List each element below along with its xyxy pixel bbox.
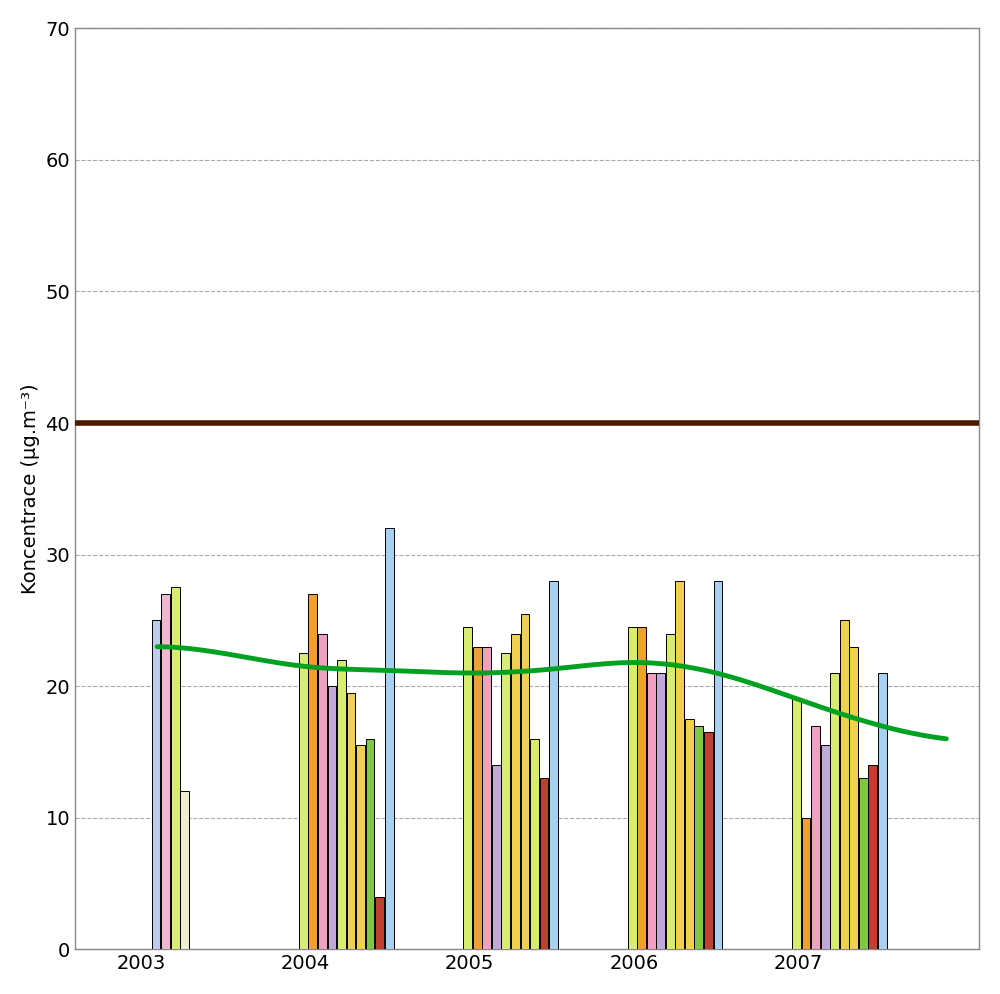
Bar: [347, 693, 355, 949]
Bar: [694, 726, 703, 949]
Bar: [647, 673, 656, 949]
Bar: [840, 620, 849, 949]
Bar: [521, 614, 529, 949]
Bar: [299, 653, 308, 949]
Bar: [356, 746, 365, 949]
Bar: [704, 733, 713, 949]
Bar: [868, 765, 877, 949]
Bar: [161, 594, 170, 949]
Bar: [656, 673, 665, 949]
Bar: [792, 700, 801, 949]
Bar: [492, 765, 501, 949]
Bar: [859, 778, 868, 949]
Bar: [473, 647, 482, 949]
Bar: [540, 778, 548, 949]
Bar: [714, 580, 722, 949]
Bar: [675, 580, 684, 949]
Bar: [802, 818, 810, 949]
Bar: [530, 739, 539, 949]
Bar: [666, 633, 675, 949]
Bar: [171, 587, 180, 949]
Bar: [482, 647, 491, 949]
Bar: [366, 739, 374, 949]
Bar: [152, 620, 160, 949]
Bar: [549, 580, 558, 949]
Bar: [830, 673, 839, 949]
Bar: [811, 726, 820, 949]
Bar: [328, 686, 336, 949]
Bar: [511, 633, 520, 949]
Bar: [385, 528, 394, 949]
Bar: [501, 653, 510, 949]
Bar: [878, 673, 887, 949]
Bar: [637, 627, 646, 949]
Bar: [375, 897, 384, 949]
Y-axis label: Koncentrace (µg.m⁻³): Koncentrace (µg.m⁻³): [21, 384, 40, 594]
Bar: [463, 627, 472, 949]
Bar: [318, 633, 327, 949]
Bar: [308, 594, 317, 949]
Bar: [685, 719, 694, 949]
Bar: [628, 627, 637, 949]
Bar: [180, 791, 189, 949]
Bar: [337, 660, 346, 949]
Bar: [849, 647, 858, 949]
Bar: [821, 746, 830, 949]
